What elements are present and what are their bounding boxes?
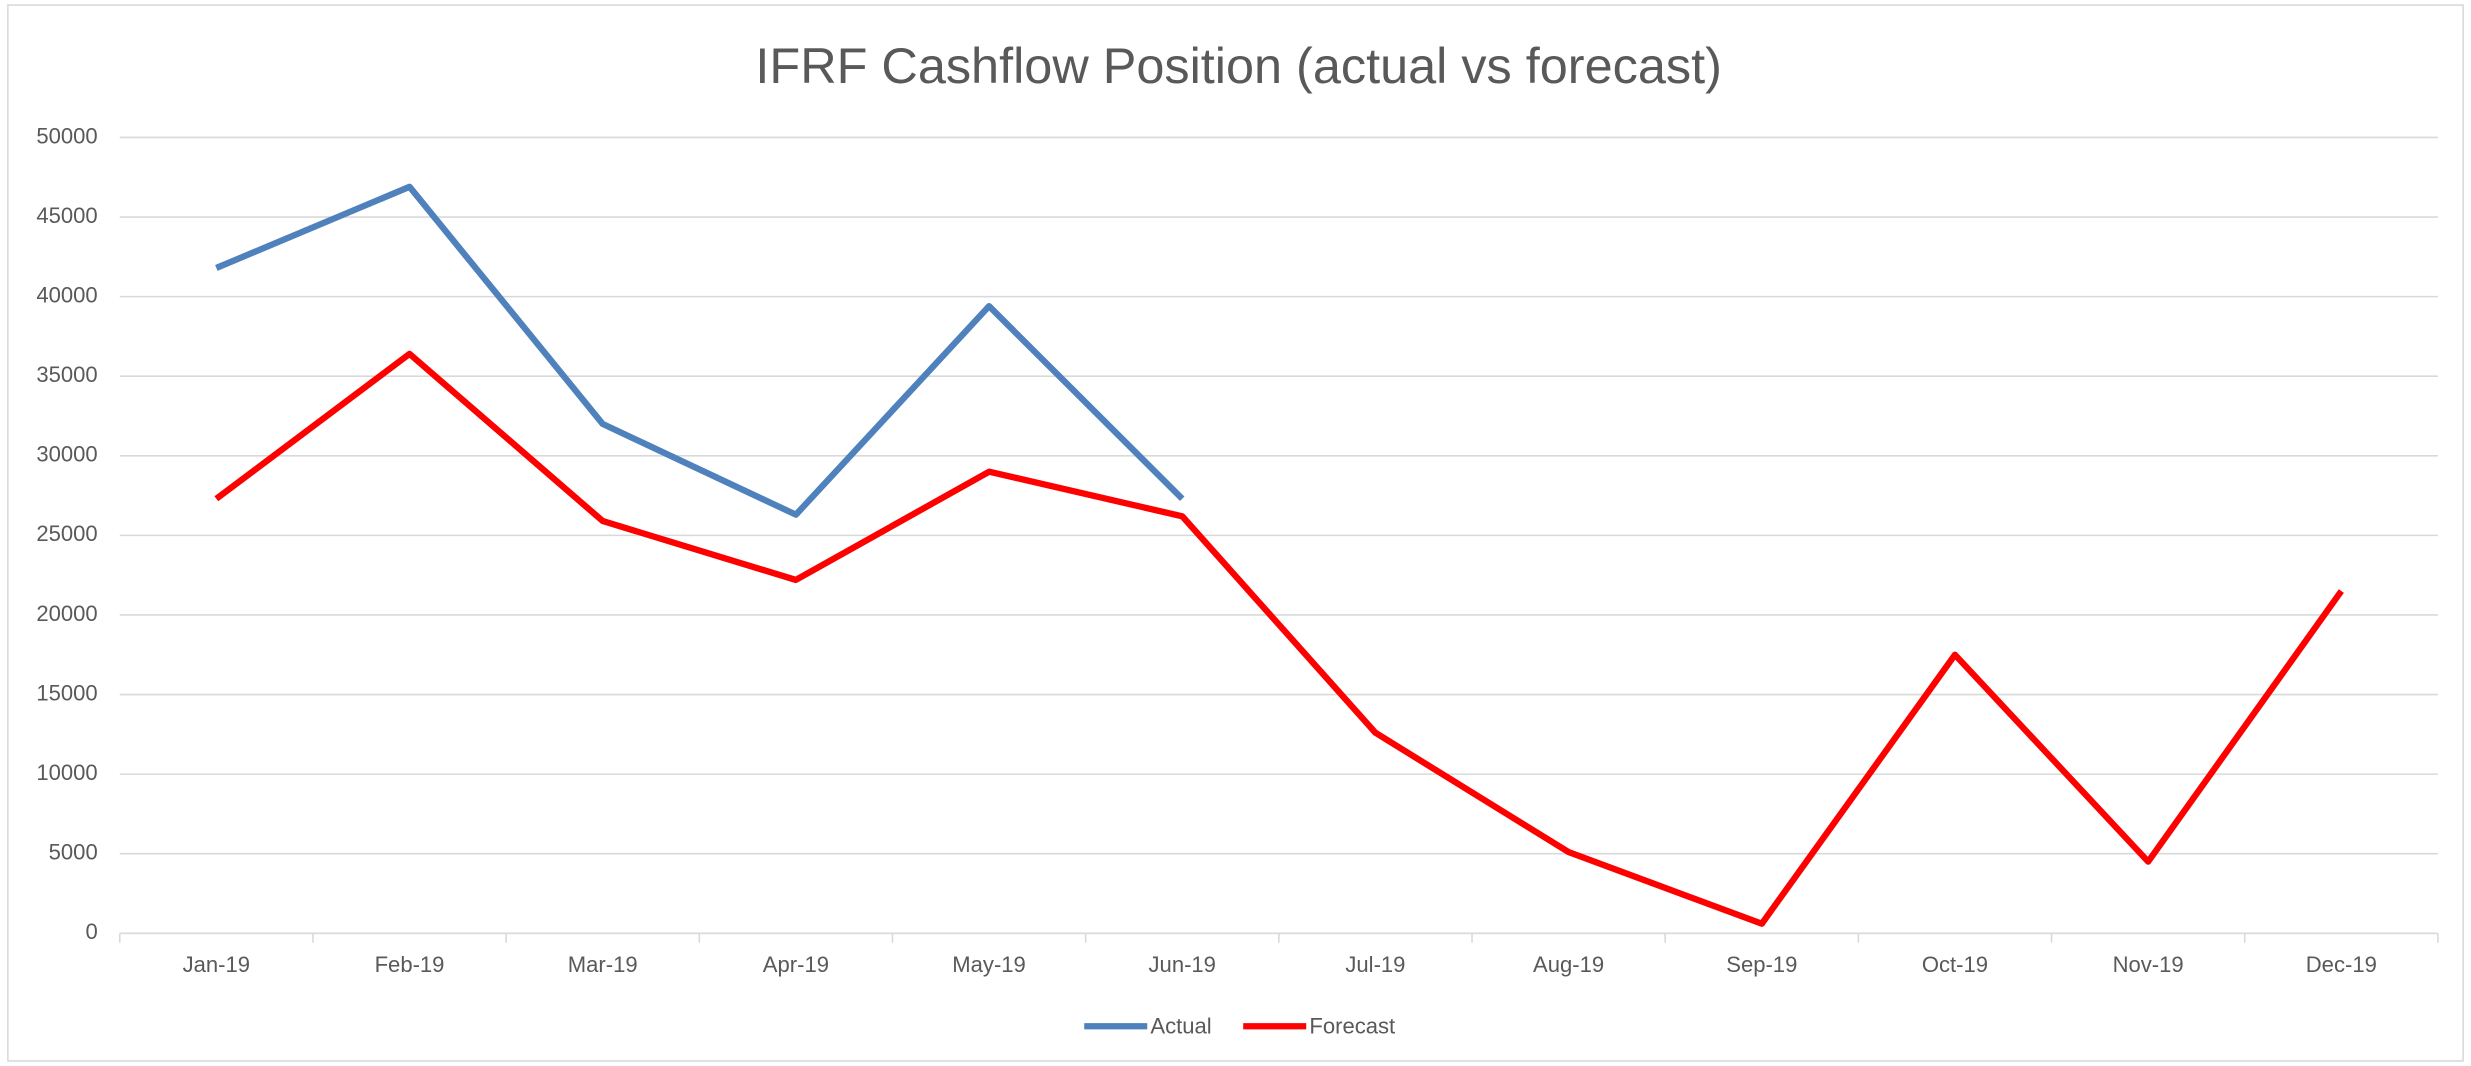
x-tick-label: Aug-19	[1533, 952, 1604, 977]
chart-border	[7, 4, 2464, 1062]
x-tick-label: Apr-19	[763, 952, 829, 977]
x-tick-label: Jun-19	[1149, 952, 1216, 977]
y-tick-label: 50000	[36, 123, 97, 148]
y-tick-label: 45000	[36, 203, 97, 228]
x-tick-label: Jan-19	[183, 952, 250, 977]
y-tick-label: 30000	[36, 442, 97, 467]
line-series	[214, 350, 2344, 927]
line-series	[215, 183, 1185, 518]
legend-label: Actual	[1150, 1014, 1211, 1039]
y-tick-label: 25000	[36, 521, 97, 546]
y-tick-label: 5000	[49, 840, 98, 865]
x-tick-label: Jul-19	[1345, 952, 1405, 977]
y-tick-label: 40000	[36, 282, 97, 307]
x-tick-label: Nov-19	[2113, 952, 2184, 977]
x-tick-label: Feb-19	[375, 952, 445, 977]
y-tick-label: 35000	[36, 362, 97, 387]
x-tick-label: Mar-19	[568, 952, 638, 977]
x-tick-label: May-19	[952, 952, 1026, 977]
x-tick-label: Dec-19	[2306, 952, 2377, 977]
x-tick-label: Sep-19	[1726, 952, 1797, 977]
y-tick-label: 0	[85, 919, 97, 944]
x-tick-label: Oct-19	[1922, 952, 1988, 977]
chart-title: IFRF Cashflow Position (actual vs foreca…	[755, 37, 1721, 94]
y-tick-label: 10000	[36, 760, 97, 785]
y-tick-label: 15000	[36, 680, 97, 705]
legend-label: Forecast	[1309, 1014, 1395, 1039]
y-tick-label: 20000	[36, 601, 97, 626]
